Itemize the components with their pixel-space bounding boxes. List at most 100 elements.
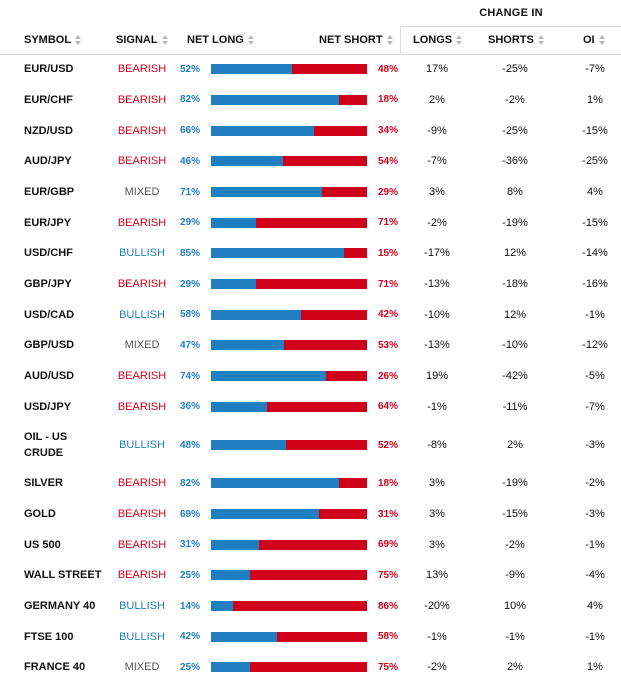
table-row[interactable]: EUR/JPY BEARISH 29% 71% -2% -19% -15% [0, 207, 621, 238]
longs-column-header[interactable]: LONGS [413, 26, 463, 54]
net-long-bar [211, 94, 339, 105]
symbol-cell[interactable]: FTSE 100 [24, 630, 74, 643]
net-short-bar [250, 662, 367, 673]
sentiment-bar [211, 146, 367, 177]
net-short-bar [338, 478, 367, 489]
symbol-column-header[interactable]: SYMBOL [24, 26, 82, 54]
table-row[interactable]: EUR/USD BEARISH 52% 48% 17% -25% -7% [0, 54, 621, 85]
sentiment-bar [211, 468, 367, 499]
symbol-cell[interactable]: EUR/GBP [24, 186, 75, 198]
signal-cell: MIXED [124, 661, 160, 674]
sentiment-bar [211, 330, 367, 361]
net-short-value: 71% [377, 278, 398, 290]
net-long-column-header[interactable]: NET LONG [187, 26, 254, 54]
signal-column-header[interactable]: SIGNAL [116, 26, 168, 54]
net-short-column-header[interactable]: NET SHORT [319, 26, 393, 54]
change-longs-cell: -10% [424, 308, 450, 321]
table-row[interactable]: WALL STREET BEARISH 25% 75% 13% -9% -4% [0, 560, 621, 591]
symbol-cell[interactable]: USD/CHF [24, 247, 73, 260]
table-row[interactable]: GOLD BEARISH 69% 31% 3% -15% -3% [0, 499, 621, 530]
net-long-value: 36% [179, 401, 200, 413]
symbol-cell[interactable]: NZD/USD [24, 124, 73, 137]
sentiment-bar [211, 391, 367, 422]
net-short-value: 29% [377, 186, 398, 198]
symbol-cell[interactable]: US 500 [24, 538, 61, 551]
change-longs-cell: -20% [424, 600, 450, 613]
symbol-cell[interactable]: SILVER [24, 477, 63, 490]
sentiment-bar [211, 269, 367, 300]
change-shorts-cell: -19% [502, 477, 528, 490]
change-oi-cell: -2% [585, 477, 605, 490]
table-row[interactable]: FRANCE 40 MIXED 25% 75% -2% 2% 1% [0, 652, 621, 683]
symbol-cell[interactable]: GBP/JPY [24, 278, 72, 291]
change-shorts-cell: -18% [502, 278, 528, 291]
sort-icon[interactable] [456, 35, 463, 45]
sort-icon[interactable] [598, 35, 605, 45]
change-shorts-cell: -1% [505, 630, 525, 643]
change-oi-cell: -15% [582, 216, 608, 229]
symbol-cell[interactable]: EUR/CHF [24, 93, 73, 106]
sort-icon[interactable] [75, 35, 82, 45]
symbol-cell[interactable]: EUR/JPY [24, 216, 72, 229]
sort-icon[interactable] [247, 35, 254, 45]
table-row[interactable]: US 500 BEARISH 31% 69% 3% -2% -1% [0, 529, 621, 560]
net-short-value: 48% [377, 63, 398, 75]
change-shorts-cell: -19% [502, 216, 528, 229]
net-short-value: 75% [377, 569, 398, 581]
change-longs-cell: -2% [427, 661, 447, 674]
signal-cell: BEARISH [117, 508, 167, 521]
symbol-cell[interactable]: WALL STREET [24, 569, 102, 582]
table-row[interactable]: SILVER BEARISH 82% 18% 3% -19% -2% [0, 468, 621, 499]
symbol-cell[interactable]: GOLD [24, 508, 56, 521]
table-row[interactable]: USD/CHF BULLISH 85% 15% -17% 12% -14% [0, 238, 621, 269]
net-long-value: 25% [179, 569, 200, 581]
change-shorts-cell: 10% [503, 600, 527, 613]
sentiment-bar [211, 238, 367, 269]
table-row[interactable]: FTSE 100 BULLISH 42% 58% -1% -1% -1% [0, 621, 621, 652]
symbol-cell[interactable]: AUD/USD [24, 370, 75, 383]
table-row[interactable]: USD/CAD BULLISH 58% 42% -10% 12% -1% [0, 299, 621, 330]
symbol-cell[interactable]: AUD/JPY [24, 155, 72, 168]
change-shorts-cell: -42% [502, 370, 528, 383]
table-row[interactable]: EUR/GBP MIXED 71% 29% 3% 8% 4% [0, 177, 621, 208]
change-shorts-cell: 2% [507, 439, 523, 452]
symbol-cell[interactable]: EUR/USD [24, 63, 74, 76]
net-long-value: 47% [179, 339, 200, 351]
table-row[interactable]: NZD/USD BEARISH 66% 34% -9% -25% -15% [0, 115, 621, 146]
table-row[interactable]: EUR/CHF BEARISH 82% 18% 2% -2% 1% [0, 85, 621, 116]
symbol-cell[interactable]: FRANCE 40 [24, 661, 86, 674]
sort-icon[interactable] [537, 35, 544, 45]
change-longs-cell: 2% [429, 93, 445, 106]
net-short-value: 58% [377, 631, 398, 643]
net-long-value: 66% [179, 125, 200, 137]
table-row[interactable]: AUD/USD BEARISH 74% 26% 19% -42% -5% [0, 361, 621, 392]
table-row[interactable]: GBP/JPY BEARISH 29% 71% -13% -18% -16% [0, 269, 621, 300]
change-longs-cell: -13% [424, 339, 450, 352]
net-long-value: 71% [179, 186, 200, 198]
signal-cell: BEARISH [117, 370, 167, 383]
net-short-value: 31% [377, 508, 398, 520]
table-row[interactable]: GBP/USD MIXED 47% 53% -13% -10% -12% [0, 330, 621, 361]
sort-icon[interactable] [386, 35, 393, 45]
symbol-cell[interactable]: USD/JPY [24, 400, 72, 413]
symbol-cell[interactable]: GBP/USD [24, 339, 75, 352]
symbol-cell[interactable]: OIL - US CRUDE [24, 431, 68, 460]
net-long-value: 31% [179, 539, 200, 551]
sentiment-bar [211, 361, 367, 392]
oi-column-header[interactable]: OI [583, 26, 605, 54]
shorts-column-header[interactable]: SHORTS [488, 26, 544, 54]
change-oi-cell: -25% [582, 155, 608, 168]
symbol-cell[interactable]: GERMANY 40 [24, 600, 96, 613]
sort-icon[interactable] [161, 35, 168, 45]
net-short-value: 71% [377, 217, 398, 229]
change-oi-cell: -3% [585, 439, 605, 452]
table-row[interactable]: USD/JPY BEARISH 36% 64% -1% -11% -7% [0, 391, 621, 422]
symbol-cell[interactable]: USD/CAD [24, 308, 75, 321]
net-long-value: 74% [179, 370, 200, 382]
table-row[interactable]: AUD/JPY BEARISH 46% 54% -7% -36% -25% [0, 146, 621, 177]
net-short-bar [318, 509, 367, 520]
change-oi-cell: -16% [582, 278, 608, 291]
table-row[interactable]: OIL - US CRUDE BULLISH 48% 52% -8% 2% -3% [0, 422, 621, 468]
net-short-bar [292, 64, 367, 75]
table-row[interactable]: GERMANY 40 BULLISH 14% 86% -20% 10% 4% [0, 591, 621, 622]
